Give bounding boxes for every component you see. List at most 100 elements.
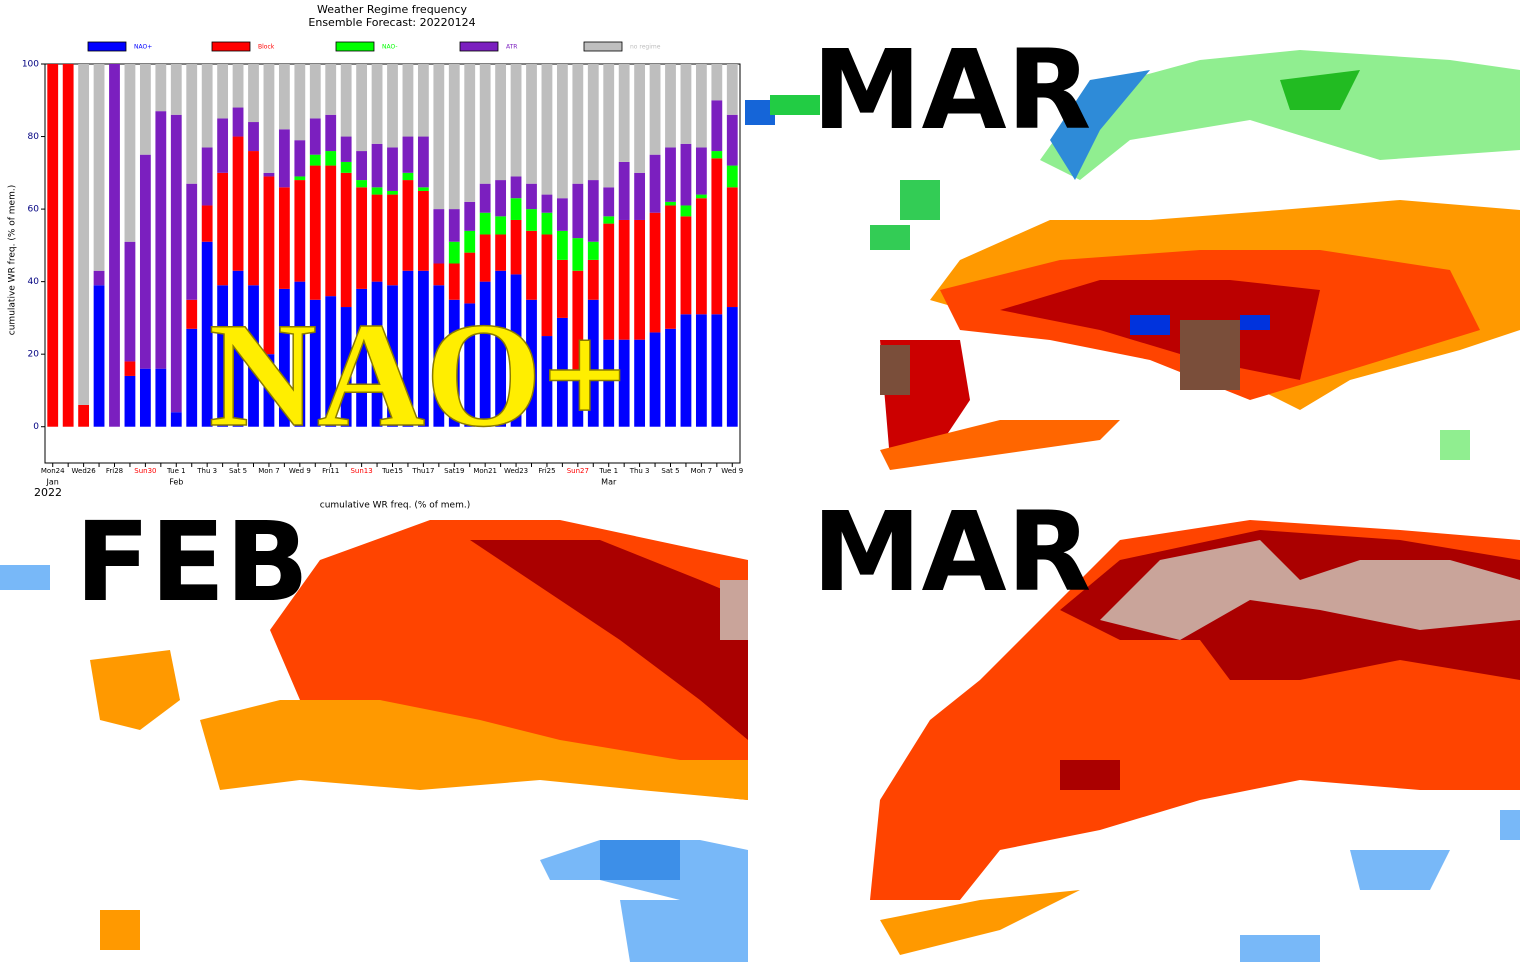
bar-segment bbox=[124, 241, 136, 362]
bar-segment bbox=[124, 64, 136, 242]
bar-segment bbox=[387, 190, 398, 195]
bar-segment bbox=[201, 147, 213, 206]
bar-segment bbox=[495, 234, 507, 271]
bar-segment bbox=[78, 64, 90, 405]
bar-segment bbox=[587, 180, 599, 242]
bar-segment bbox=[479, 212, 491, 235]
bar-segment bbox=[217, 172, 229, 286]
x-tick-label: Mon 7 bbox=[258, 467, 279, 475]
bar-segment bbox=[186, 299, 198, 329]
bar-segment bbox=[556, 230, 568, 260]
map-mar-top bbox=[745, 0, 1520, 490]
x-tick-label: Sat 5 bbox=[661, 467, 679, 475]
legend-swatch bbox=[87, 41, 127, 52]
chart-subtitle: Ensemble Forecast: 20220124 bbox=[308, 16, 475, 29]
bar-segment bbox=[371, 64, 383, 144]
bar-segment bbox=[93, 64, 105, 271]
bar-segment bbox=[309, 165, 321, 300]
bar-segment bbox=[695, 64, 707, 148]
bar-segment bbox=[572, 64, 584, 184]
bar-segment bbox=[124, 361, 136, 376]
bar-segment bbox=[402, 172, 414, 181]
bar-segment bbox=[417, 187, 429, 191]
bar-segment bbox=[186, 183, 198, 300]
bar-segment bbox=[526, 183, 537, 210]
x-tick-label: Thu 3 bbox=[196, 467, 217, 475]
bar-segment bbox=[649, 332, 661, 427]
x-tick-label: Tue 1 bbox=[166, 467, 186, 475]
legend-label: NAO- bbox=[382, 44, 398, 51]
bar-segment bbox=[464, 201, 476, 231]
x-tick-label: Sat19 bbox=[444, 467, 464, 475]
bar-segment bbox=[124, 375, 136, 427]
bar-segment bbox=[464, 252, 476, 304]
legend-label: Block bbox=[258, 44, 275, 51]
bar-segment bbox=[201, 241, 213, 427]
bar-segment bbox=[417, 136, 429, 188]
bar-segment bbox=[47, 64, 59, 427]
y-tick-label: 60 bbox=[28, 205, 40, 215]
bar-segment bbox=[479, 183, 491, 213]
bar-segment bbox=[587, 299, 599, 427]
bar-segment bbox=[356, 288, 368, 427]
bar-segment bbox=[680, 314, 692, 427]
bar-segment bbox=[325, 165, 337, 297]
bar-segment bbox=[572, 238, 584, 271]
bar-segment bbox=[634, 172, 646, 220]
bar-segment bbox=[356, 187, 368, 289]
legend-swatch bbox=[459, 41, 499, 52]
x-tick-label: Tue 1 bbox=[598, 467, 618, 475]
bar-segment bbox=[325, 151, 337, 166]
bar-segment bbox=[634, 219, 646, 340]
bar-segment bbox=[618, 64, 630, 162]
map-label: MAR bbox=[812, 26, 1091, 154]
bar-segment bbox=[556, 259, 568, 318]
bar-segment bbox=[618, 339, 630, 427]
bar-segment bbox=[572, 270, 584, 376]
bar-segment bbox=[371, 187, 383, 195]
bar-segment bbox=[356, 180, 368, 188]
bar-segment bbox=[541, 336, 553, 427]
bar-segment bbox=[572, 375, 584, 427]
bar-segment bbox=[309, 154, 321, 166]
bar-segment bbox=[340, 64, 352, 137]
x-tick-label: Sun13 bbox=[350, 467, 372, 475]
bar-segment bbox=[93, 285, 105, 427]
bar-segment bbox=[170, 114, 182, 413]
bar-segment bbox=[248, 64, 259, 123]
bar-segment bbox=[495, 216, 507, 235]
map-label: FEB bbox=[75, 498, 309, 626]
bar-segment bbox=[572, 183, 584, 239]
bar-segment bbox=[556, 198, 568, 231]
bar-segment bbox=[680, 205, 692, 217]
bar-segment bbox=[711, 100, 723, 152]
bar-segment bbox=[232, 107, 244, 137]
bar-segment bbox=[711, 151, 723, 159]
map-feb bbox=[0, 510, 748, 962]
bar-segment bbox=[248, 122, 259, 152]
bar-segment bbox=[139, 368, 151, 427]
bar-segment bbox=[448, 299, 460, 427]
bar-segment bbox=[556, 317, 568, 427]
bar-segment bbox=[603, 64, 615, 188]
x-tick-label: Sun27 bbox=[567, 467, 589, 475]
bar-segment bbox=[201, 64, 213, 148]
bar-segment bbox=[217, 285, 229, 427]
month-label: Jan bbox=[46, 478, 59, 487]
x-tick-label: Mon 7 bbox=[691, 467, 712, 475]
bar-segment bbox=[278, 129, 290, 188]
bar-segment bbox=[510, 176, 522, 199]
bar-segment bbox=[665, 147, 676, 202]
bar-segment bbox=[371, 143, 383, 188]
bar-segment bbox=[155, 64, 167, 112]
bar-segment bbox=[263, 172, 275, 177]
bar-segment bbox=[139, 64, 151, 155]
year-label: 2022 bbox=[34, 486, 62, 499]
x-tick-label: Mon24 bbox=[41, 467, 65, 475]
x-tick-label: Thu 3 bbox=[629, 467, 650, 475]
bar-segment bbox=[479, 64, 491, 184]
bar-segment bbox=[634, 339, 646, 427]
bar-segment bbox=[448, 64, 460, 210]
x-tick-label: Sat 5 bbox=[229, 467, 247, 475]
